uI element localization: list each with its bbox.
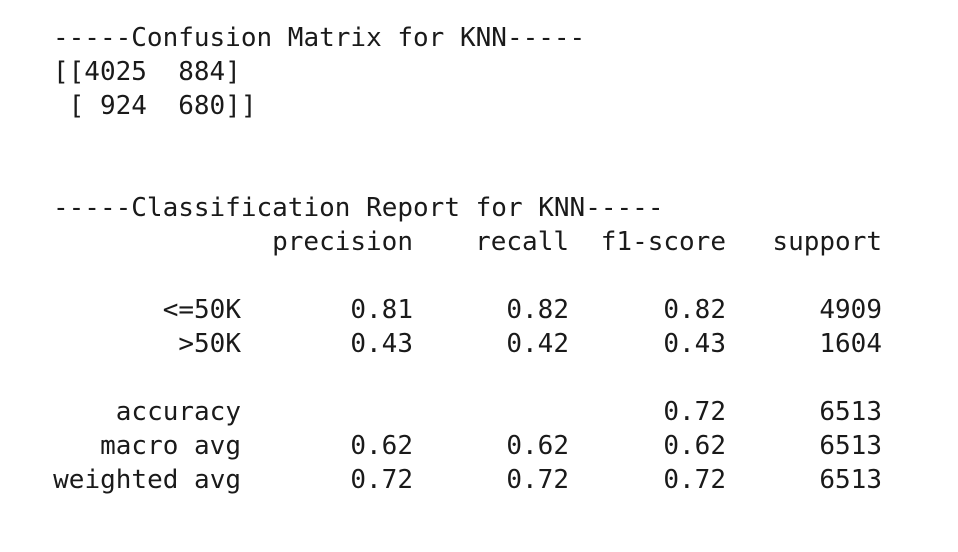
row-label: <=50K	[162, 295, 241, 325]
blank-line	[53, 123, 933, 157]
blank-row	[53, 361, 882, 395]
recall-cell	[413, 395, 569, 429]
precision-cell: 0.81	[350, 295, 413, 325]
column-header-support: support	[772, 227, 882, 257]
recall-cell: 0.62	[506, 431, 569, 461]
precision-cell: 0.62	[350, 431, 413, 461]
row-label: accuracy	[115, 397, 241, 427]
recall-cell: 0.42	[506, 329, 569, 359]
precision-cell: 0.43	[350, 329, 413, 359]
confusion-matrix-row: [[4025 884]	[53, 57, 241, 87]
f1-score-cell: 0.43	[663, 329, 726, 359]
f1-score-cell: 0.82	[663, 295, 726, 325]
row-label: macro avg	[100, 431, 241, 461]
report-column-headers: precision recall f1-score support	[53, 225, 882, 259]
table-row: <=50K 0.81 0.82 0.82 4909	[53, 293, 882, 327]
f1-score-cell: 0.72	[663, 465, 726, 495]
column-header-precision: precision	[272, 227, 413, 257]
row-label: >50K	[178, 329, 241, 359]
table-row: >50K 0.43 0.42 0.43 1604	[53, 327, 882, 361]
blank-row	[53, 259, 882, 293]
support-cell: 6513	[819, 465, 882, 495]
blank-line	[53, 157, 933, 191]
table-row: macro avg 0.62 0.62 0.62 6513	[53, 429, 882, 463]
classification-report-table: precision recall f1-score support <=50K …	[53, 225, 882, 497]
recall-cell: 0.72	[506, 465, 569, 495]
precision-cell	[241, 395, 413, 429]
column-header-recall: recall	[475, 227, 569, 257]
console-output: -----Confusion Matrix for KNN----- [[402…	[53, 21, 933, 497]
f1-score-cell: 0.72	[663, 397, 726, 427]
table-row: weighted avg 0.72 0.72 0.72 6513	[53, 463, 882, 497]
recall-cell: 0.82	[506, 295, 569, 325]
support-cell: 1604	[819, 329, 882, 359]
row-label-spacer	[53, 225, 241, 259]
support-cell: 4909	[819, 295, 882, 325]
table-row: accuracy 0.72 6513	[53, 395, 882, 429]
f1-score-cell: 0.62	[663, 431, 726, 461]
precision-cell: 0.72	[350, 465, 413, 495]
support-cell: 6513	[819, 431, 882, 461]
classification-report-header: -----Classification Report for KNN-----	[53, 193, 664, 223]
column-header-f1-score: f1-score	[600, 227, 726, 257]
confusion-matrix-header: -----Confusion Matrix for KNN-----	[53, 23, 586, 53]
support-cell: 6513	[819, 397, 882, 427]
row-label: weighted avg	[53, 465, 241, 495]
confusion-matrix-row: [ 924 680]]	[53, 91, 257, 121]
